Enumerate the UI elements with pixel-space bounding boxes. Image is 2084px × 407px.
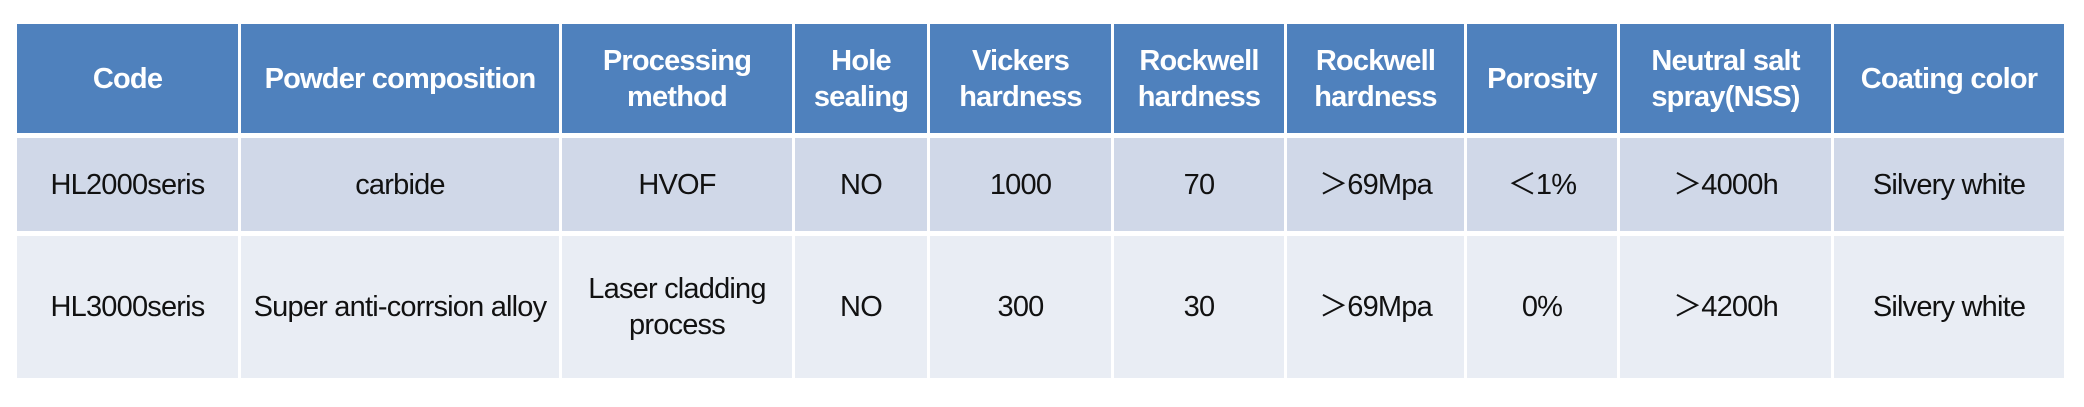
header-porosity: Porosity — [1467, 24, 1617, 133]
header-hole-sealing: Hole sealing — [795, 24, 927, 133]
header-code: Code — [17, 24, 238, 133]
cell-rockwell: 30 — [1114, 236, 1284, 378]
cell-nss: ＞4000h — [1620, 138, 1831, 231]
header-powder-composition: Powder composition — [241, 24, 559, 133]
cell-hole-sealing: NO — [795, 236, 927, 378]
cell-processing: Laser cladding process — [562, 236, 792, 378]
cell-porosity: ＜1% — [1467, 138, 1617, 231]
header-row: Code Powder composition Processing metho… — [17, 24, 2064, 133]
header-vickers-hardness: Vickers hardness — [930, 24, 1111, 133]
cell-coating-color: Silvery white — [1834, 138, 2064, 231]
cell-vickers: 1000 — [930, 138, 1111, 231]
cell-processing: HVOF — [562, 138, 792, 231]
cell-rockwell: 70 — [1114, 138, 1284, 231]
cell-vickers: 300 — [930, 236, 1111, 378]
header-rockwell-hardness-2: Rockwell hardness — [1287, 24, 1464, 133]
header-neutral-salt-spray: Neutral salt spray(NSS) — [1620, 24, 1831, 133]
cell-code: HL2000seris — [17, 138, 238, 231]
coating-spec-table: Code Powder composition Processing metho… — [14, 19, 2067, 383]
cell-code: HL3000seris — [17, 236, 238, 378]
table-row: HL2000seris carbide HVOF NO 1000 70 ＞69M… — [17, 138, 2064, 231]
cell-rockwell-2: ＞69Mpa — [1287, 138, 1464, 231]
header-coating-color: Coating color — [1834, 24, 2064, 133]
header-rockwell-hardness: Rockwell hardness — [1114, 24, 1284, 133]
cell-nss: ＞4200h — [1620, 236, 1831, 378]
cell-powder: carbide — [241, 138, 559, 231]
cell-rockwell-2: ＞69Mpa — [1287, 236, 1464, 378]
cell-powder: Super anti-corrsion alloy — [241, 236, 559, 378]
header-processing-method: Processing method — [562, 24, 792, 133]
table-row: HL3000seris Super anti-corrsion alloy La… — [17, 236, 2064, 378]
cell-porosity: 0% — [1467, 236, 1617, 378]
cell-hole-sealing: NO — [795, 138, 927, 231]
cell-coating-color: Silvery white — [1834, 236, 2064, 378]
